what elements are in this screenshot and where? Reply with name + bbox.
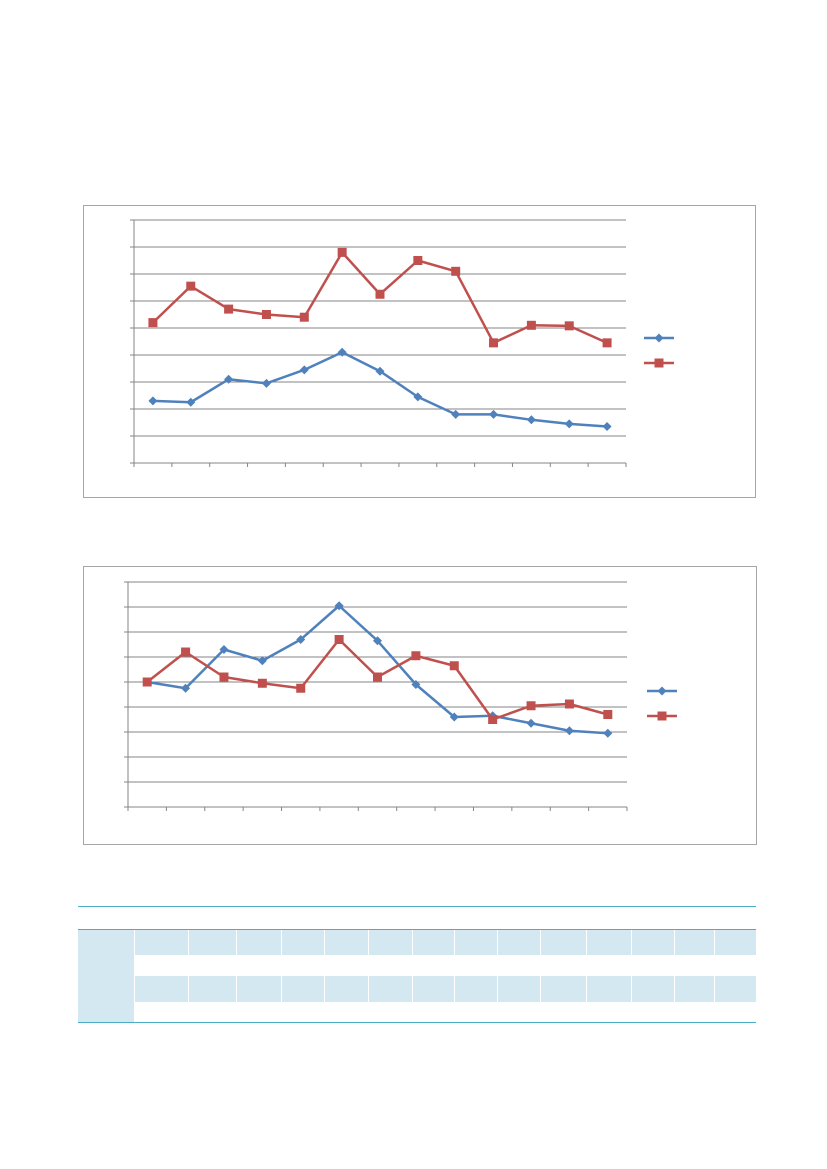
- series-2-point: [413, 256, 423, 265]
- table-header-rule: [78, 929, 756, 930]
- series-1-point: [375, 366, 385, 376]
- series-1-point: [257, 656, 267, 666]
- legend-2-marker: [654, 358, 664, 368]
- table-column-divider: [368, 930, 369, 1022]
- chart-1: [83, 205, 756, 498]
- series-1-point: [564, 419, 574, 429]
- series-1-point: [219, 645, 229, 654]
- table-column-divider: [281, 930, 282, 1022]
- series-1-point: [148, 396, 158, 406]
- series-1-point: [449, 712, 459, 722]
- table-column-divider: [714, 930, 715, 1022]
- series-1-point: [564, 726, 574, 736]
- series-2-point: [224, 304, 234, 314]
- table-column-divider: [631, 930, 632, 1022]
- series-2-point: [257, 678, 267, 688]
- table-row-stub: [78, 1002, 134, 1022]
- series-2-point: [373, 672, 382, 682]
- series-2-point: [564, 321, 574, 331]
- table-column-divider: [674, 930, 675, 1022]
- series-2-point: [219, 672, 229, 682]
- series-2-point: [337, 247, 347, 257]
- series-1-point: [337, 347, 347, 357]
- series-1-point: [451, 409, 461, 419]
- table-column-divider: [540, 930, 541, 1022]
- series-1-point: [224, 374, 234, 384]
- series-2-point: [375, 289, 385, 299]
- chart-2-plot: [124, 581, 677, 811]
- series-1-point: [526, 415, 536, 425]
- table-top-rule: [78, 906, 756, 907]
- series-2-point: [142, 677, 152, 687]
- chart-1-plot: [130, 219, 674, 467]
- series-2-point: [261, 310, 271, 319]
- series-2-point: [489, 338, 499, 348]
- chart-2: [83, 566, 757, 845]
- table-row-stub: [78, 955, 134, 976]
- series-2-point: [181, 647, 191, 657]
- series-1-line: [152, 351, 608, 428]
- series-2-point: [602, 338, 612, 348]
- series-1-point: [603, 728, 613, 738]
- table-row: [78, 930, 756, 955]
- series-2-point: [411, 651, 421, 661]
- series-2-point: [603, 710, 613, 719]
- table-column-divider: [236, 930, 237, 1022]
- series-1-point: [299, 365, 309, 375]
- series-1-point: [296, 635, 306, 644]
- table-column-divider: [497, 930, 498, 1022]
- table-column-divider: [188, 930, 189, 1022]
- data-table: [78, 906, 757, 1024]
- series-2-point: [526, 701, 536, 711]
- table-column-divider: [586, 930, 587, 1022]
- legend-1-marker: [654, 333, 664, 343]
- legend-1-marker: [657, 686, 667, 696]
- series-1-point: [602, 422, 612, 432]
- table-column-divider: [134, 930, 135, 1022]
- table-row: [78, 976, 756, 1002]
- series-2-point: [449, 661, 459, 671]
- series-2-point: [526, 320, 536, 330]
- series-1-point: [411, 680, 421, 689]
- table-bottom-rule: [78, 1022, 756, 1023]
- series-2-point: [488, 715, 498, 724]
- series-2-point: [299, 312, 309, 322]
- series-1-point: [181, 683, 191, 693]
- table-column-divider: [324, 930, 325, 1022]
- series-2-point: [451, 266, 461, 276]
- series-1-point: [413, 392, 423, 402]
- series-1-point: [186, 397, 196, 407]
- table-column-divider: [412, 930, 413, 1022]
- series-2-point: [186, 281, 196, 291]
- series-2-point: [334, 635, 344, 644]
- series-1-point: [373, 636, 382, 646]
- series-1-point: [489, 409, 499, 419]
- series-1-point: [334, 601, 344, 611]
- series-1-line: [146, 604, 608, 735]
- series-1-point: [261, 378, 271, 388]
- series-1-point: [526, 718, 536, 728]
- table-column-divider: [756, 930, 757, 1022]
- series-2-point: [296, 683, 306, 693]
- series-2-point: [564, 699, 574, 709]
- legend-2-marker: [657, 711, 667, 721]
- table-column-divider: [454, 930, 455, 1022]
- series-2-point: [148, 318, 158, 328]
